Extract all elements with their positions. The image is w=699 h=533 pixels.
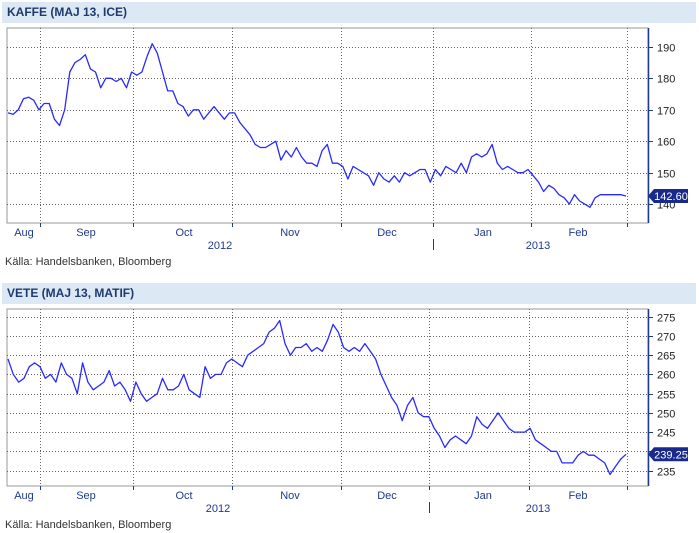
last-value-badge-shape: [648, 447, 688, 462]
y-tick-label: 265: [657, 351, 675, 363]
series-line: [7, 43, 627, 208]
x-month-label: Nov: [280, 227, 300, 239]
y-tick-label: 160: [657, 137, 675, 149]
y-tick-label: 255: [657, 390, 675, 402]
x-month-label: Jan: [474, 490, 492, 502]
chart-source: Källa: Handelsbanken, Bloomberg: [5, 519, 172, 531]
last-value-label: 142.60: [654, 191, 688, 203]
x-year-label: 2013: [526, 240, 550, 252]
x-year-label: 2012: [208, 240, 232, 252]
x-month-label: Feb: [569, 227, 588, 239]
chart-title: VETE (MAJ 13, MATIF): [7, 286, 135, 300]
x-month-label: Aug: [14, 490, 34, 502]
last-value-badge: 239.25: [648, 447, 688, 462]
last-value-badge-shape: [648, 188, 688, 203]
chart-panel-vete: VETE (MAJ 13, MATIF) 2352402452502552602…: [0, 283, 699, 533]
x-year-label: 2013: [526, 503, 550, 515]
x-month-label: Oct: [175, 227, 192, 239]
y-tick-label: 250: [657, 409, 675, 421]
chart-panel-kaffe: KAFFE (MAJ 13, ICE) 140 150 160 170 180 190 Au…: [0, 2, 699, 272]
x-month-label: Sep: [76, 227, 96, 239]
x-month-label: Dec: [377, 227, 397, 239]
y-tick-label: 270: [657, 332, 675, 344]
x-month-label: Dec: [377, 490, 397, 502]
y-tick-label: 275: [657, 313, 675, 325]
x-month-label: Feb: [569, 490, 588, 502]
y-tick-label: 245: [657, 428, 675, 440]
y-tick-label: 170: [657, 106, 675, 118]
x-month-label: Sep: [76, 490, 96, 502]
x-month-label: Oct: [175, 490, 192, 502]
chart-title: KAFFE (MAJ 13, ICE): [7, 5, 128, 19]
y-tick-label: 235: [657, 467, 675, 479]
y-tick-label: 190: [657, 43, 675, 55]
last-value-label: 239.25: [654, 449, 688, 461]
chart-title-bar: KAFFE (MAJ 13, ICE): [2, 2, 696, 23]
x-month-label: Aug: [14, 227, 34, 239]
chart-title-bar: VETE (MAJ 13, MATIF): [2, 283, 696, 304]
x-year-label: 2012: [206, 503, 230, 515]
chart-source: Källa: Handelsbanken, Bloomberg: [5, 256, 172, 268]
y-tick-label: 260: [657, 370, 675, 382]
last-value-badge: 142.60: [648, 188, 688, 203]
y-tick-label: 150: [657, 169, 675, 181]
plot-area: [6, 27, 649, 224]
y-tick-label: 180: [657, 74, 675, 86]
chart-vete: 235240245250255260265270275AugSepOctNovD…: [6, 308, 688, 515]
series-line: [7, 319, 627, 476]
x-month-label: Jan: [474, 227, 492, 239]
plot-area: [6, 308, 649, 487]
x-month-label: Nov: [280, 490, 300, 502]
